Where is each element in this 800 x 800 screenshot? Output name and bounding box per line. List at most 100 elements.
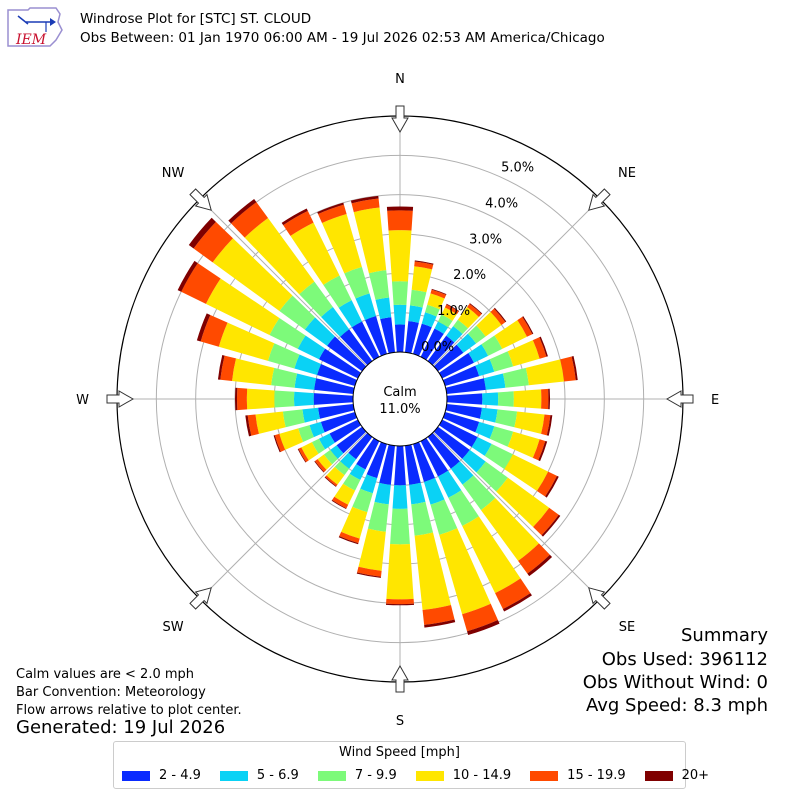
windrose-bar-segment [392,485,408,509]
windrose-bar-segment [427,293,445,310]
windrose-bar-segment [348,432,373,460]
windrose-bar-segment [326,466,345,485]
windrose-bar-segment [471,436,492,456]
windrose-bar-segment [318,348,361,379]
windrose-bar-segment [420,438,449,477]
windrose-bar-segment [548,388,551,410]
windrose-bar-segment [334,461,350,476]
windrose-bar-segment [527,554,553,577]
windrose-bar-segment [450,461,474,485]
windrose-bar-segment [228,198,257,224]
windrose-bar-segment [476,311,502,337]
windrose-bar-segment [351,198,380,213]
windrose-bar-segment [327,336,367,372]
arrow-shape [106,390,135,408]
windrose-bar-segment [433,344,464,372]
windrose-bar-segment [332,496,349,509]
windrose-bar-segment [218,322,275,361]
calm-note: Calm values are < 2.0 mph [16,667,195,682]
windrose-bar-segment [355,293,377,321]
windrose-bar-segment [350,195,379,204]
windrose-bar-segment [484,443,513,470]
windrose-bar-segment [318,204,347,223]
windrose-bar-segment [446,326,463,343]
windrose-bar-segment [445,378,486,395]
windrose-bar-segment [404,320,419,354]
windrose-bar-segment [467,619,500,635]
windrose-bar-segment [482,392,499,406]
windrose-bar-segment [571,356,578,381]
windrose-bar-segment [323,275,352,308]
windrose-bar-segment [507,340,540,367]
windrose-bar-segment [274,390,295,408]
radial-tick-label: 1.0% [437,304,470,319]
windrose-bar-segment [413,323,432,357]
windrose-bar-segment [386,543,414,600]
windrose-bar-segment [279,295,316,330]
windrose-bar-segment [462,449,486,473]
windrose-bar-segment [321,306,350,337]
windrose-bar-segment [430,499,458,535]
radial-tick-label: 4.0% [485,196,518,211]
windrose-bar-segment [424,619,456,628]
legend-title: Wind Speed [mph] [339,745,460,760]
windrose-bar-segment [290,222,340,285]
windrose-bar-segment [343,473,361,491]
compass-label: N [395,72,405,87]
windrose-bar-segment [427,432,460,469]
windrose-bar-segment [358,528,386,571]
windrose-bar-segment [410,289,427,308]
windrose-bar-segment [439,419,478,448]
legend-item: 5 - 6.9 [219,768,299,783]
windrose-bar-segment [220,355,237,382]
windrose-bar-segment [408,305,423,323]
windrose-bar-segment [356,572,382,578]
windrose-bar-segment [196,313,211,342]
windrose-bar-segment [244,218,315,295]
legend-swatch [644,770,673,781]
iem-logo: IEM [7,7,63,48]
grid-spoke [432,198,601,367]
windrose-bar-segment [475,359,495,377]
flow-arrow-icon [189,587,212,610]
windrose-bar-segment [409,482,426,505]
windrose-bar-segment [317,364,358,386]
bar-convention-note: Bar Convention: Meteorology [16,685,206,700]
windrose-bar-segment [437,470,462,498]
windrose-bar-segment [493,307,507,323]
windrose-bar-segment [352,488,373,513]
windrose-bar-segment [439,353,474,379]
windrose-bar-segment [489,426,514,447]
windrose-bar-segment [532,439,546,461]
windrose-bar-segment [217,355,225,380]
speed-legend: Wind Speed [mph] 2 - 4.9 5 - 6.9 7 - 9.9 10… [113,741,709,789]
windrose-bar-segment [462,475,496,511]
windrose-bar-segment [394,445,406,486]
windrose-bar-segment [385,603,415,606]
windrose-bar-segment [325,475,338,487]
windrose-bar-segment [391,281,409,306]
windrose-bar-segment [323,449,338,465]
windrose-bar-segment [453,319,469,334]
windrose-bar-segment [394,324,406,353]
arrow-shape [588,587,611,610]
compass-label: NE [618,166,636,181]
legend-label: 7 - 9.9 [354,768,397,783]
windrose-bar-segment [533,507,559,536]
windrose-bar-segment [231,202,269,238]
legend-item: 10 - 14.9 [415,768,511,783]
windrose-bar-segment [367,501,389,532]
windrose-bar-segment [299,281,333,317]
windrose-bar-segment [282,409,305,428]
windrose-bar-segment [430,289,447,299]
windrose-bar-segment [379,444,396,485]
windrose-bar-segment [495,578,531,609]
windrose-bar-segment [483,373,506,390]
windrose-bar-segment [329,419,361,443]
flow-arrow-icon [189,188,212,211]
windrose-bar-segment [313,393,354,405]
windrose-bar-segment [314,378,355,395]
arrow-shape [189,188,212,211]
windrose-bar-segment [298,447,309,463]
